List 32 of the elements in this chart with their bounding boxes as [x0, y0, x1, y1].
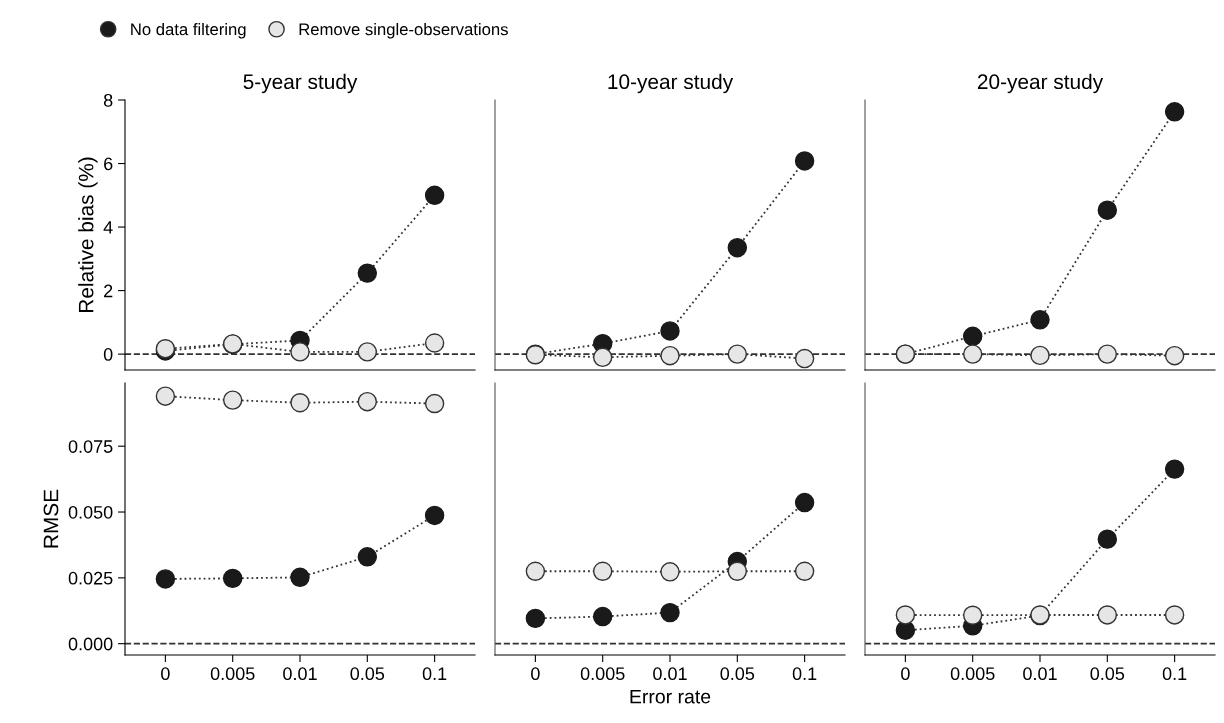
- x-tick-label: 0.1: [422, 667, 447, 681]
- x-tick-label: 0.05: [350, 667, 385, 681]
- x-tick-label: 0.1: [792, 667, 817, 681]
- x-tick-label: 0.005: [210, 667, 255, 681]
- x-tick-label: 0.005: [580, 667, 625, 681]
- y-tick-label: 0.050: [68, 505, 113, 519]
- y-tick-label: 8: [103, 93, 113, 107]
- y-tick-label: 6: [104, 157, 113, 171]
- x-tick-label: 0.01: [1023, 667, 1057, 681]
- y-tick-label: 4: [103, 221, 113, 234]
- chart-title: 5-year study: [243, 73, 358, 94]
- x-tick-label: 0: [161, 667, 170, 681]
- y-axis-title: Relative bias (%): [78, 157, 98, 313]
- x-tick-label: 0.05: [720, 667, 755, 681]
- chart-title: 10-year study: [608, 73, 734, 94]
- y-tick-label: 0: [103, 348, 113, 361]
- x-tick-label: 0.01: [653, 667, 687, 681]
- y-tick-label: 0.025: [68, 571, 113, 585]
- y-tick-label: 0.000: [68, 637, 113, 651]
- x-tick-label: 0: [531, 667, 540, 681]
- x-tick-label: 0.005: [950, 667, 995, 681]
- x-tick-label: 0.1: [1162, 667, 1187, 681]
- legend-label: Remove single-observations: [299, 23, 508, 39]
- x-tick-label: 0.01: [283, 667, 317, 681]
- y-tick-label: 2: [104, 284, 113, 298]
- x-tick-label: 0.05: [1090, 667, 1125, 681]
- x-axis-title: Error rate: [630, 689, 711, 704]
- chart-title: 20-year study: [977, 73, 1104, 94]
- y-axis-title: RMSE: [43, 489, 59, 548]
- x-tick-label: 0: [901, 667, 910, 681]
- legend-label: No data filtering: [131, 23, 246, 39]
- y-tick-label: 0.075: [68, 440, 113, 453]
